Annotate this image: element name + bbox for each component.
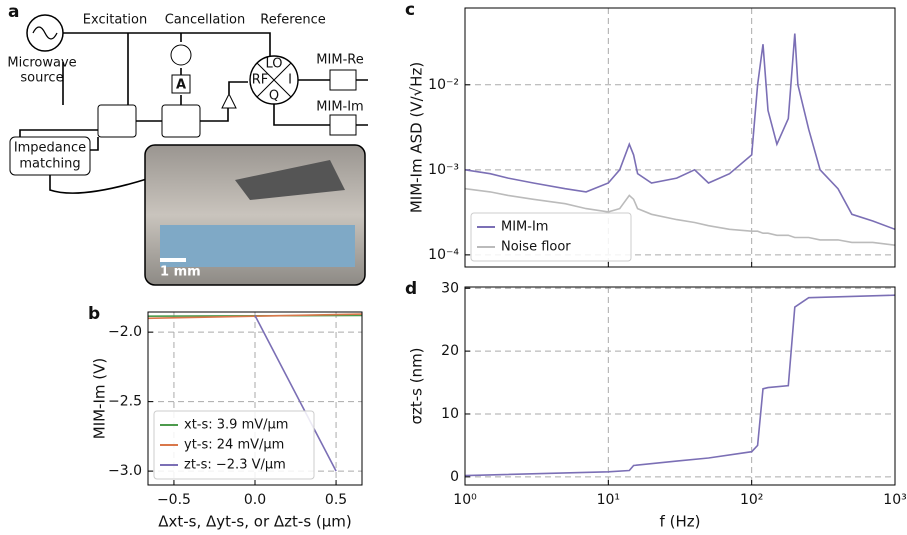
scale-label: 1 mm [160, 265, 201, 280]
y-tick-label: 0 [450, 469, 459, 485]
y-axis-label: MIM-Im ASD (V/√Hz) [408, 62, 426, 213]
legend-label: MIM-Im [501, 220, 548, 235]
wires [136, 108, 229, 122]
x-tick-label: 0.0 [244, 492, 266, 508]
legend-label: Noise floor [501, 240, 571, 255]
reference-label: Reference [260, 13, 325, 28]
attenuator [171, 74, 191, 94]
legend-box [470, 212, 632, 262]
cancellation-label: Cancellation [165, 13, 246, 28]
mim-im-label: MIM-Im [316, 100, 363, 115]
x-tick-label: 10³ [883, 492, 906, 508]
source-label: source [20, 71, 63, 86]
sine-icon [32, 26, 58, 40]
legend-label: zt-s: −2.3 V/μm [184, 458, 286, 473]
legend-label: yt-s: 24 mV/μm [184, 438, 284, 453]
rf-label: RF [252, 73, 269, 88]
x-tick-label: 0.5 [325, 492, 347, 508]
series-line [465, 294, 895, 477]
amplifier [221, 92, 237, 109]
wires [19, 32, 271, 140]
panel-a: a Microwave source Excitation Cancellati… [7, 2, 368, 286]
x-tick-label: 10² [740, 492, 763, 508]
x-tick-label: 10⁰ [453, 492, 477, 508]
series-line [465, 33, 895, 231]
y-axis-label: σzt-s (nm) [408, 347, 426, 424]
coupler [97, 104, 137, 138]
impedance-label: Impedance [14, 141, 86, 156]
sample [160, 225, 355, 267]
y-tick-label: −2.5 [108, 394, 142, 410]
filter [329, 69, 357, 91]
plot-frame [464, 7, 896, 268]
mim-re-label: MIM-Re [316, 53, 363, 68]
panel-label: b [88, 304, 100, 324]
plot-frame [464, 286, 896, 486]
x-axis-label: f (Hz) [660, 513, 701, 531]
wires [228, 81, 248, 94]
wires [273, 79, 368, 126]
i-label: I [288, 73, 292, 88]
filter [329, 114, 357, 136]
series-line [465, 187, 895, 246]
y-tick-label: 10⁻³ [428, 162, 459, 178]
y-tick-label: −3.0 [108, 463, 142, 479]
lo-label: LO [265, 57, 282, 72]
phase-shifter [170, 44, 192, 66]
y-tick-label: 10 [441, 406, 459, 422]
q-label: Q [269, 89, 279, 104]
coupler [161, 104, 201, 138]
legend-label: xt-s: 3.9 mV/μm [184, 418, 288, 433]
y-axis-label: MIM-Im (V) [91, 358, 109, 440]
y-tick-label: −2.0 [108, 324, 142, 340]
panel-label: c [405, 0, 415, 20]
scale-bar [160, 258, 186, 262]
legend-box [153, 410, 315, 480]
y-tick-label: 10⁻⁴ [428, 247, 459, 263]
y-tick-label: 20 [441, 343, 459, 359]
x-tick-label: 10¹ [597, 492, 620, 508]
panel-label: d [405, 279, 417, 299]
probe [235, 160, 345, 200]
wires [49, 137, 151, 194]
mixer-cross [256, 62, 292, 98]
x-axis-label: Δxt-s, Δyt-s, or Δzt-s (μm) [158, 513, 352, 531]
amp-label: A [176, 78, 186, 93]
series-line [254, 315, 337, 472]
panel-label: a [8, 2, 19, 22]
source-label: Microwave [7, 56, 76, 71]
excitation-label: Excitation [83, 13, 147, 28]
impedance-label: matching [19, 157, 80, 172]
y-tick-label: 30 [441, 280, 459, 296]
plot-frame [147, 311, 363, 486]
y-tick-label: 10⁻² [428, 77, 459, 93]
x-tick-label: −0.5 [157, 492, 191, 508]
